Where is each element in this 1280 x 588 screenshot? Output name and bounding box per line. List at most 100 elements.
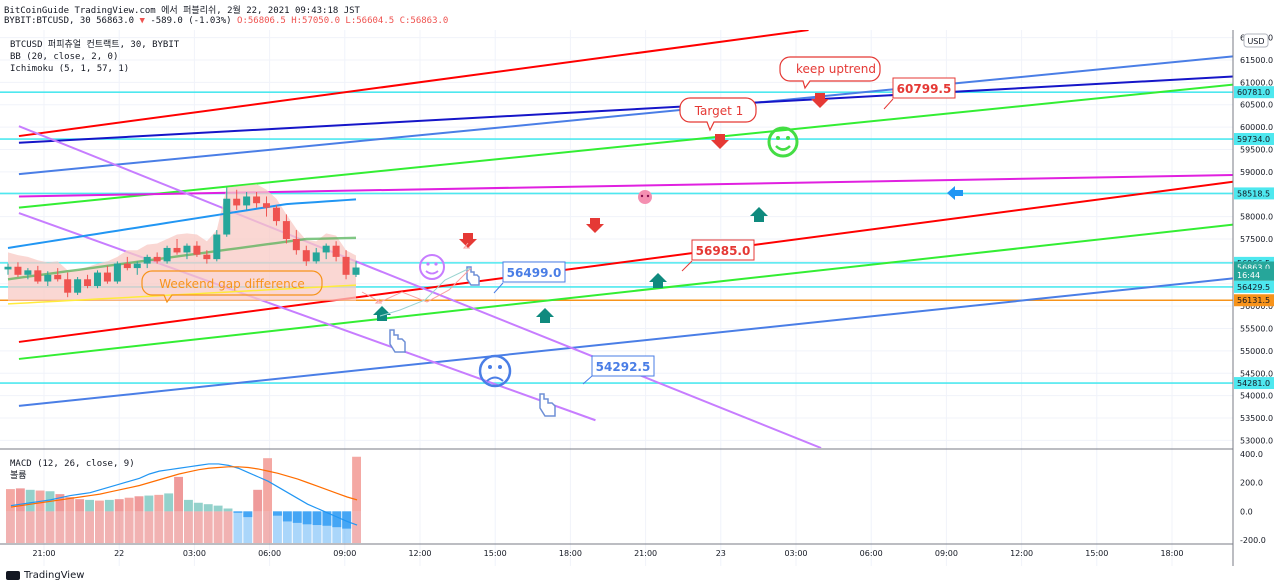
volume-bar [85,511,94,543]
symbol-title: BTCUSD 퍼피츄얼 컨트랙트, 30, BYBIT [10,39,180,50]
sell-arrow-icon [711,134,729,149]
price-label-54292[interactable]: 54292.5 [582,355,655,385]
trendline [18,277,1233,407]
price-tick-label: 54500.0 [1240,369,1273,378]
chart-canvas[interactable]: keep uptrend Target 1 Weekend gap differ… [0,30,1280,566]
candle-body [153,256,161,262]
volume-bar [243,511,253,543]
candle-body [93,272,101,286]
buy-arrow-icon [536,308,554,323]
volume-bar [65,511,75,543]
price-tick-label: 60000.0 [1240,123,1273,132]
trendlines[interactable] [18,30,1233,448]
price-tag-label: 56131.5 [1237,296,1270,305]
candle-body [103,272,111,282]
macd-line [10,463,358,526]
volume-bar [75,511,85,543]
macd-bar [193,502,203,512]
pig-icon [638,190,652,204]
volume-bar [134,511,144,543]
volume-bar [203,511,213,543]
candle-body [64,279,72,293]
trendline [18,30,809,138]
candle-body [84,279,92,286]
candle-body [312,252,320,262]
price-tick-label: 60500.0 [1240,101,1273,110]
volume-bar [174,511,183,543]
buy-arrow-icon [373,306,391,321]
macd-bar [55,494,65,512]
bb-legend: BB (20, close, 2, 0) [10,52,118,62]
macd-bar [15,488,25,512]
price-label-56499[interactable]: 56499.0 [493,261,566,294]
price-tag [1234,377,1274,390]
svg-text:54292.5: 54292.5 [596,360,651,374]
publish-info: BitCoinGuide TradingView.com 에서 퍼블리쉬, 2월… [4,6,360,16]
symbol-name[interactable]: BYBIT:BTCUSD, 30 [4,16,91,26]
hand-pointer-icon [389,266,556,417]
price-tag-label: 59734.0 [1237,135,1270,144]
volume-bar [164,511,174,543]
candle-body [352,267,360,275]
macd-tick-label: 400.0 [1240,450,1263,459]
price-tick-label: 56000.0 [1240,302,1273,311]
callout-target1[interactable]: Target 1 [679,97,757,132]
tradingview-logo[interactable]: TradingView [6,570,84,581]
macd-tick-label: 200.0 [1240,479,1263,488]
macd-bar [213,505,223,512]
trendline [18,180,1233,343]
time-tick-label: 12:00 [408,549,431,558]
candle-body [34,270,42,282]
footer: TradingView [0,566,1280,588]
volume-bar [273,511,282,543]
projection-path [361,242,472,317]
candle-body [163,247,171,262]
macd-axis[interactable]: 400.0 200.0 0.0 -200.0 [1240,450,1266,545]
volume-bar [213,511,223,543]
price-tick-label: 53000.0 [1240,436,1273,445]
candle-body [44,274,52,282]
price-tag [1234,280,1274,293]
macd-bar [174,476,183,512]
candle-body [233,198,241,206]
time-axis[interactable]: 21:00 22 03:00 06:00 09:00 12:00 15:00 18:00 21:… [0,543,1233,558]
price-tag [1234,133,1274,146]
macd-tick-label: -200.0 [1240,536,1266,545]
macd-bar [203,504,213,512]
price-label-56985[interactable]: 56985.0 [681,239,755,272]
volume-bar [45,511,55,543]
callout-keep-uptrend[interactable]: keep uptrend [779,56,881,90]
volume-bar [282,511,292,543]
callout-weekend-gap[interactable]: Weekend gap difference [141,270,323,304]
candle-body [183,245,191,253]
svg-text:USD: USD [1247,37,1264,46]
price-axis[interactable]: 53000.0 53500.0 54000.0 54500.0 55000.0 55500… [1234,30,1280,566]
macd-tick-label: 0.0 [1240,507,1253,516]
volume-bar [342,511,352,543]
usd-badge[interactable]: USD [1243,33,1269,48]
smile-icon [767,126,799,158]
candle-body [4,266,12,270]
volume-bar [233,511,243,543]
volume-bar [332,511,342,543]
macd-bar [144,495,154,512]
volume-bar [223,511,233,543]
macd-bar [223,508,233,512]
time-tick-label: 15:00 [1085,549,1108,558]
price-tag-label: 56863.0 [1237,264,1270,273]
candle-body [302,250,310,262]
candle-body [223,198,231,235]
candle-body [74,279,82,293]
time-tick-label: 18:00 [559,549,582,558]
candle-body [332,245,340,257]
candle-body [322,245,330,253]
price-label-60799[interactable]: 60799.5 [883,77,956,110]
sell-arrow-icon [459,233,477,248]
weekend-gap-label: Weekend gap difference [159,277,305,291]
candle-body [14,266,22,275]
candle-body [243,196,251,206]
candle-body [342,256,350,275]
volume-bar [322,511,332,543]
macd-bar [154,494,164,512]
trendline [18,223,1233,360]
